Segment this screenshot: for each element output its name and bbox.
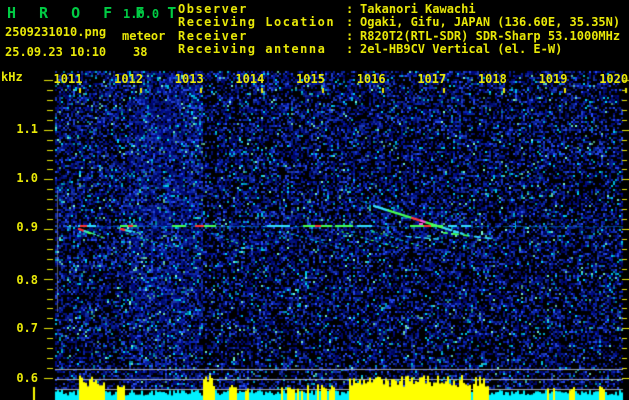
- info-separator: :: [346, 2, 354, 16]
- freq-unit-label: kHz: [1, 70, 23, 84]
- info-separator: :: [346, 28, 354, 43]
- info-label: Receiver: [178, 29, 248, 43]
- capture-filename: 2509231010.png: [5, 25, 107, 39]
- time-tick-label: 1016: [356, 72, 386, 86]
- time-tick-label: 1014: [235, 72, 265, 86]
- freq-tick-label: 0.9: [16, 220, 38, 234]
- freq-tick-label: 1.0: [16, 171, 38, 185]
- info-value: 2el-HB9CV Vertical (el. E-W): [360, 42, 563, 57]
- info-row: Receiving antenna:2el-HB9CV Vertical (el…: [178, 42, 620, 57]
- time-tick-label: 1013: [174, 72, 204, 86]
- time-tick-label: 1018: [477, 72, 507, 86]
- app-title: H R O F F T: [7, 4, 184, 22]
- freq-tick-label: 0.6: [16, 371, 38, 385]
- info-row: Receiver: R820T2(RTL-SDR) SDR-Sharp 53.10…: [178, 28, 621, 43]
- info-separator: :: [346, 42, 354, 57]
- info-value: R820T2(RTL-SDR) SDR-Sharp 53.1000MHz: [360, 28, 621, 43]
- time-tick-label: 1015: [296, 72, 325, 86]
- freq-tick-label: 0.7: [16, 321, 38, 335]
- info-label: Receiving Location: [178, 16, 336, 30]
- time-tick-label: 1017: [417, 72, 447, 86]
- info-label: Observer: [178, 3, 248, 16]
- time-tick-label: 1020: [599, 72, 629, 86]
- time-tick-label: 1012: [114, 72, 144, 86]
- capture-datetime: 25.09.23 10:10: [5, 45, 107, 59]
- mode-label: meteor: [122, 29, 166, 43]
- time-tick-label: 1019: [538, 72, 568, 86]
- info-separator: :: [346, 15, 354, 30]
- info-value: Takanori Kawachi: [360, 2, 476, 16]
- freq-tick-label: 0.8: [16, 273, 38, 287]
- info-label: Receiving antenna: [178, 43, 327, 57]
- info-value: Ogaki, Gifu, JAPAN (136.60E, 35.35N): [360, 15, 621, 30]
- station-info: Observer: Takanori Kawachi Receiving Locat…: [178, 2, 621, 57]
- time-tick-label: 1011: [53, 72, 83, 86]
- info-row: Receiving Location: Ogaki, Gifu, JAPAN (1…: [178, 15, 621, 30]
- app-version: 1.0.0: [123, 7, 160, 21]
- info-row: Observer: Takanori Kawachi: [178, 2, 620, 16]
- event-count: 38: [133, 45, 148, 59]
- freq-tick-label: 1.1: [16, 122, 38, 136]
